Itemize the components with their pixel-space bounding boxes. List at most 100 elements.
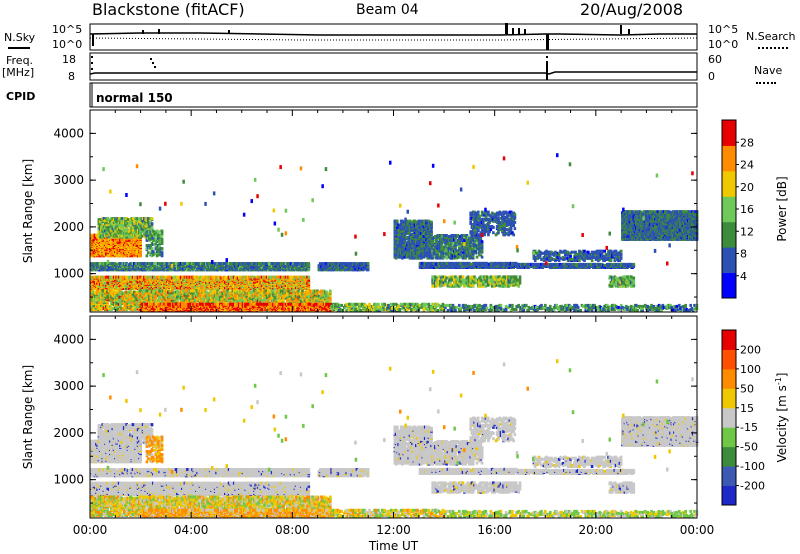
nave-tick-top: 60 <box>708 53 722 66</box>
range-cell <box>332 264 336 268</box>
range-cell <box>270 265 274 269</box>
range-cell <box>356 263 360 267</box>
range-cell <box>145 234 149 238</box>
range-cell <box>119 226 122 230</box>
range-cell <box>157 247 160 251</box>
range-cell <box>97 247 101 251</box>
nsky-line-key <box>8 47 30 49</box>
range-cell <box>124 278 127 282</box>
range-cell <box>97 222 101 226</box>
range-cell <box>124 238 127 242</box>
nave-trace <box>91 56 548 70</box>
nave-line-key <box>756 82 776 84</box>
range-cell <box>144 228 147 232</box>
range-cell <box>124 240 127 244</box>
range-cell <box>97 237 101 241</box>
range-cell <box>270 262 274 266</box>
range-cell <box>100 233 103 237</box>
scatter-cells <box>90 153 699 312</box>
range-cell <box>146 221 150 225</box>
range-cell <box>121 262 125 266</box>
range-cell <box>97 218 101 222</box>
freq-tick-bottom: 8 <box>68 70 75 83</box>
range-cell <box>119 249 122 253</box>
range-cell <box>92 238 96 242</box>
cpid-label: CPID <box>6 90 35 103</box>
range-cell <box>344 268 347 272</box>
range-cell <box>124 234 127 238</box>
range-cell <box>121 221 125 225</box>
range-cell <box>121 225 125 229</box>
range-cell <box>354 262 357 266</box>
range-cell <box>172 287 175 290</box>
range-cell <box>97 275 101 279</box>
nsky-label: N.Sky <box>4 31 35 44</box>
nsearch-label: N.Search <box>746 30 796 43</box>
range-cell <box>121 231 125 235</box>
range-cell <box>131 217 135 221</box>
range-cell <box>102 217 106 221</box>
range-cell <box>117 224 121 228</box>
range-cell <box>119 235 122 239</box>
range-cell <box>115 301 118 305</box>
range-cell <box>150 226 154 230</box>
date-title: 20/Aug/2008 <box>580 0 683 19</box>
range-cell <box>100 218 103 222</box>
range-cell <box>153 275 156 279</box>
range-cell <box>160 247 164 251</box>
range-cell <box>124 262 127 266</box>
range-cell <box>145 244 149 247</box>
range-cell <box>126 218 130 222</box>
range-cell <box>141 228 145 232</box>
freq-nave-panel <box>89 52 698 81</box>
range-cell <box>119 221 122 225</box>
range-cell <box>124 275 127 279</box>
range-cell <box>102 285 106 288</box>
range-cell <box>101 289 104 293</box>
range-cell <box>119 229 122 233</box>
range-cell <box>107 218 111 222</box>
range-cell <box>146 219 150 223</box>
range-cell <box>160 251 164 255</box>
range-cell <box>124 244 127 247</box>
count-tick-bottom-right: 10^0 <box>708 38 738 51</box>
range-cell <box>149 244 152 247</box>
range-cell <box>100 221 103 225</box>
range-cell <box>121 219 125 223</box>
range-cell <box>97 234 101 238</box>
nsearch-trace <box>89 37 698 41</box>
range-cell <box>97 220 101 224</box>
range-cell <box>335 262 338 266</box>
range-cell <box>366 267 370 271</box>
nsky-trace <box>89 23 697 50</box>
range-cell <box>157 230 160 234</box>
range-cell <box>102 240 106 244</box>
range-cell <box>160 231 164 235</box>
range-cell <box>121 275 125 279</box>
range-cell <box>122 228 126 232</box>
range-cell <box>152 253 155 257</box>
range-cell <box>160 237 164 241</box>
range-cell <box>127 224 131 228</box>
range-cell <box>150 247 154 251</box>
range-cell <box>150 217 154 221</box>
count-tick-bottom-left: 10^0 <box>52 38 82 51</box>
range-cell <box>354 267 357 271</box>
range-cell <box>102 225 106 229</box>
range-cell <box>105 225 108 229</box>
range-cell <box>97 227 101 231</box>
range-cell <box>121 217 125 221</box>
range-cell <box>318 262 322 266</box>
range-cell <box>307 275 311 279</box>
range-cell <box>114 217 117 221</box>
range-cell <box>289 262 293 266</box>
range-cell <box>102 279 106 283</box>
nave-tick-bottom: 0 <box>708 70 715 83</box>
nsearch-line-key <box>758 47 788 49</box>
range-cell <box>150 234 154 238</box>
cpid-value: normal 150 <box>96 91 173 105</box>
range-cell <box>332 262 336 266</box>
range-cell <box>102 249 106 253</box>
